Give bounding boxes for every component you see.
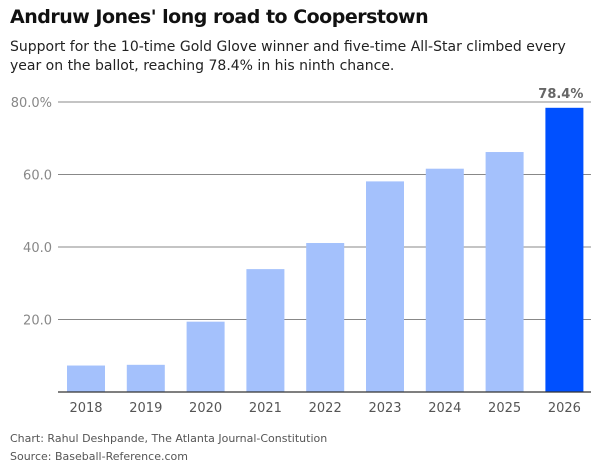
x-tick-label: 2025 [488,401,521,416]
x-tick-label: 2022 [309,401,342,416]
y-tick-label: 40.0 [23,241,52,256]
x-tick-label: 2023 [368,401,401,416]
chart-title: Andruw Jones' long road to Cooperstown [10,6,429,28]
chart-subtitle: Support for the 10-time Gold Glove winne… [10,39,566,74]
bar-2025 [485,152,524,392]
x-tick-label: 2020 [189,401,222,416]
data-label: 78.4% [538,87,583,102]
bar-2026 [545,107,584,393]
chart-source: Source: Baseball-Reference.com [10,450,188,463]
x-tick-label: 2019 [129,401,162,416]
x-tick-label: 2018 [69,401,102,416]
bar-2023 [366,181,404,392]
x-tick-label: 2026 [548,401,581,416]
y-tick-label: 80.0% [11,96,52,111]
y-tick-label: 20.0 [23,314,52,329]
bar-2021 [246,269,285,392]
bar-2018 [67,365,105,392]
bar-2020 [186,321,225,392]
bar-2024 [425,168,464,392]
x-tick-label: 2024 [428,401,461,416]
y-tick-label: 60.0 [23,169,52,184]
bar-2022 [306,243,345,392]
x-tick-label: 2021 [249,401,282,416]
chart-credit: Chart: Rahul Deshpande, The Atlanta Jour… [10,432,328,445]
bar-2019 [126,364,165,392]
